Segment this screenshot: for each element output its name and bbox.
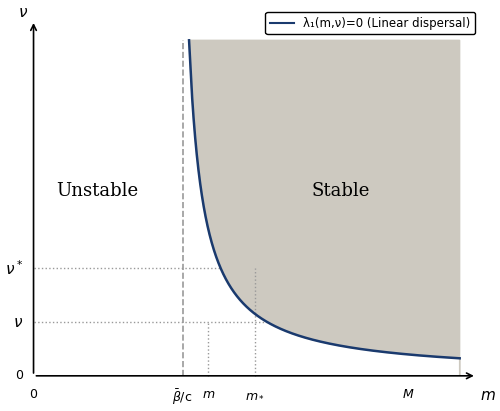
Polygon shape: [189, 40, 460, 376]
Text: Stable: Stable: [311, 182, 370, 200]
Text: $m_*$: $m_*$: [245, 388, 265, 401]
Text: $\nu$: $\nu$: [12, 315, 23, 330]
Text: ν: ν: [18, 5, 27, 20]
Text: 0: 0: [30, 388, 38, 401]
Text: m: m: [481, 388, 496, 402]
Text: $M$: $M$: [402, 388, 414, 401]
Text: 0: 0: [15, 369, 23, 382]
Text: $m$: $m$: [202, 388, 215, 401]
Text: Unstable: Unstable: [56, 182, 138, 200]
Text: $\nu^*$: $\nu^*$: [4, 259, 23, 278]
Text: $\bar{\beta}$/c: $\bar{\beta}$/c: [172, 388, 193, 407]
Legend: λ₁(m,ν)=0 (Linear dispersal): λ₁(m,ν)=0 (Linear dispersal): [266, 12, 475, 35]
